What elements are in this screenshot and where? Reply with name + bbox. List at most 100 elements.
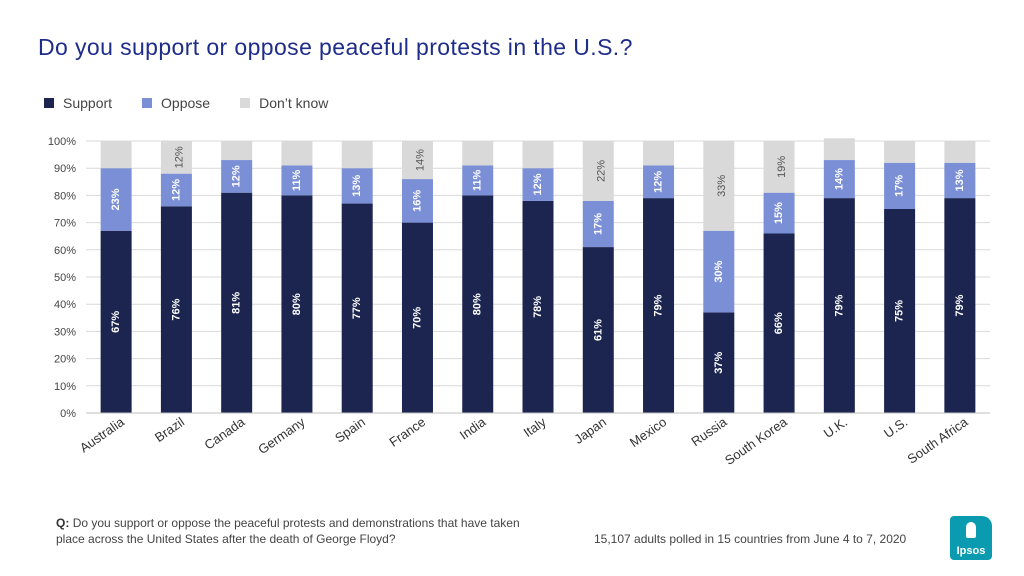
bar-don-t-know-france xyxy=(401,141,433,180)
bar-support-south-africa xyxy=(944,198,976,413)
data-label-oppose: 12% xyxy=(170,179,182,201)
legend-label-dont-know: Don’t know xyxy=(259,95,329,111)
bar-oppose-south-korea xyxy=(763,192,795,234)
bar-oppose-spain xyxy=(341,168,373,204)
data-label-support: 37% xyxy=(713,351,725,373)
bar-support-brazil xyxy=(160,206,192,413)
x-category-label: Brazil xyxy=(152,414,187,445)
x-category-label: Russia xyxy=(688,414,730,450)
bar-oppose-russia xyxy=(703,230,735,313)
bar-don-t-know-south-korea xyxy=(763,141,795,193)
stacked-bar-chart: 0% 10% 20% 30% 40% 50% 60% 70% 80% 90% 100% 67% 23% A… xyxy=(48,136,990,468)
data-label-don-t-know: 14% xyxy=(414,149,426,171)
chart-title: Do you support or oppose peaceful protes… xyxy=(38,34,633,60)
ipsos-logo: Ipsos xyxy=(950,516,992,560)
y-tick-label: 40% xyxy=(54,299,76,311)
data-label-oppose: 12% xyxy=(532,173,544,195)
bar-oppose-u-k xyxy=(823,160,855,199)
y-tick-label: 0% xyxy=(60,408,76,420)
bar-don-t-know-russia xyxy=(703,141,735,231)
y-tick-label: 90% xyxy=(54,163,76,175)
bar-support-spain xyxy=(341,203,373,413)
legend-label-support: Support xyxy=(63,95,113,111)
x-category-label: Italy xyxy=(521,414,550,440)
bar-oppose-south-africa xyxy=(944,162,976,199)
bar-don-t-know-brazil xyxy=(160,141,192,174)
data-label-oppose: 13% xyxy=(954,169,966,191)
data-label-support: 66% xyxy=(773,312,785,334)
bar-oppose-brazil xyxy=(160,173,192,207)
bar-support-germany xyxy=(281,195,313,413)
x-category-label: India xyxy=(457,414,489,443)
y-tick-label: 60% xyxy=(54,245,76,257)
footnote-q-label: Q: xyxy=(56,516,70,530)
y-tick-label: 20% xyxy=(54,354,76,366)
y-tick-label: 30% xyxy=(54,326,76,338)
x-category-label: Mexico xyxy=(627,414,669,450)
bar-oppose-australia xyxy=(100,168,132,231)
y-tick-label: 100% xyxy=(48,136,76,148)
data-label-oppose: 14% xyxy=(833,168,845,190)
x-category-label: Germany xyxy=(255,414,308,457)
legend-item-dont-know: Don’t know xyxy=(240,95,328,111)
data-label-oppose: 17% xyxy=(592,213,604,235)
data-label-support: 67% xyxy=(110,311,122,333)
data-label-support: 76% xyxy=(170,298,182,320)
bar-support-u-k xyxy=(823,198,855,413)
legend: Support Oppose Don’t know xyxy=(44,95,358,111)
bar-don-t-know-germany xyxy=(281,141,313,166)
bar-oppose-japan xyxy=(582,200,614,248)
legend-item-support: Support xyxy=(44,95,112,111)
bar-oppose-mexico xyxy=(643,165,675,199)
ipsos-logo-mark xyxy=(966,522,976,538)
legend-swatch-oppose xyxy=(142,98,153,108)
data-label-don-t-know: 22% xyxy=(595,160,607,182)
data-label-oppose: 23% xyxy=(110,188,122,210)
data-label-don-t-know: 33% xyxy=(716,175,728,197)
y-tick-label: 80% xyxy=(54,190,76,202)
data-label-support: 80% xyxy=(472,293,484,315)
bar-don-t-know-india xyxy=(462,141,494,166)
footnote: Q: Do you support or oppose the peaceful… xyxy=(56,515,526,547)
y-tick-label: 10% xyxy=(54,381,76,393)
legend-item-oppose: Oppose xyxy=(142,95,210,111)
data-label-oppose: 16% xyxy=(411,190,423,212)
y-tick-label: 70% xyxy=(54,218,76,230)
data-label-oppose: 15% xyxy=(773,202,785,224)
data-label-support: 78% xyxy=(532,296,544,318)
bar-don-t-know-japan xyxy=(582,141,614,201)
bar-support-australia xyxy=(100,230,132,413)
x-category-label: Japan xyxy=(571,414,609,447)
bar-support-u-s xyxy=(884,209,916,413)
legend-swatch-dont-know xyxy=(240,98,251,108)
data-label-oppose: 30% xyxy=(713,260,725,282)
data-label-oppose: 11% xyxy=(472,170,484,192)
bar-don-t-know-u-k xyxy=(823,138,855,161)
x-category-label: U.K. xyxy=(821,414,850,441)
data-label-support: 79% xyxy=(954,294,966,316)
bar-support-mexico xyxy=(643,198,675,413)
bar-support-russia xyxy=(703,312,735,413)
data-label-support: 75% xyxy=(894,300,906,322)
data-label-oppose: 12% xyxy=(653,171,665,193)
legend-swatch-support xyxy=(44,98,54,108)
bar-don-t-know-south-africa xyxy=(944,141,976,163)
x-category-label: South Korea xyxy=(722,414,790,468)
data-label-don-t-know: 12% xyxy=(173,146,185,168)
data-label-oppose: 17% xyxy=(894,175,906,197)
data-label-oppose: 13% xyxy=(351,175,363,197)
bar-oppose-canada xyxy=(221,160,253,193)
bar-don-t-know-mexico xyxy=(643,141,675,166)
bar-support-canada xyxy=(221,192,253,413)
x-category-label: Canada xyxy=(201,414,248,453)
x-category-label: Australia xyxy=(77,414,128,456)
data-label-support: 80% xyxy=(291,293,303,315)
data-label-don-t-know: 19% xyxy=(776,156,788,178)
data-label-oppose: 12% xyxy=(231,165,243,187)
data-label-support: 81% xyxy=(231,292,243,314)
bar-oppose-u-s xyxy=(884,162,916,209)
ipsos-logo-text: Ipsos xyxy=(956,545,986,557)
bar-don-t-know-australia xyxy=(100,141,132,169)
data-label-support: 61% xyxy=(592,319,604,341)
y-tick-label: 50% xyxy=(54,272,76,284)
